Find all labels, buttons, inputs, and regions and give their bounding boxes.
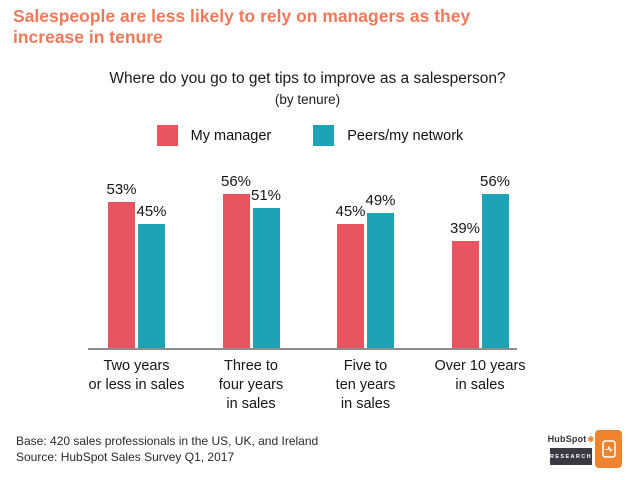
plot-area: 53% 45% 56% 51% 45% 49% 39% 56% xyxy=(88,172,517,348)
x-axis-labels: Two years or less in sales Three to four ye… xyxy=(88,357,526,419)
hubspot-research-logo: HubSpot ✱ RESEARCH xyxy=(547,430,622,468)
bar xyxy=(108,202,135,348)
source-note: Source: HubSpot Sales Survey Q1, 2017 xyxy=(16,450,235,464)
bar-value-label: 49% xyxy=(365,192,396,209)
chart-title: Where do you go to get tips to improve a… xyxy=(109,70,506,87)
research-label: RESEARCH xyxy=(550,448,592,465)
bar xyxy=(367,213,394,348)
bar xyxy=(451,241,479,348)
bar-value-label: 51% xyxy=(250,187,282,204)
bar xyxy=(481,194,509,348)
x-axis-label: Over 10 years in sales xyxy=(434,358,526,393)
bar xyxy=(222,194,250,348)
report-icon xyxy=(595,430,622,468)
x-axis-line xyxy=(88,348,517,350)
bar xyxy=(337,224,364,348)
x-axis-label: Five to ten years in sales xyxy=(335,358,396,412)
bar xyxy=(138,224,165,348)
bar-value-label: 45% xyxy=(136,203,167,220)
bar-value-label: 53% xyxy=(106,181,137,198)
x-axis-label: Three to four years in sales xyxy=(218,358,284,412)
legend-item: Peers/my network xyxy=(313,125,463,146)
bar-value-label: 45% xyxy=(335,203,366,220)
legend: My manager Peers/my network xyxy=(0,125,620,146)
hubspot-wordmark: HubSpot ✱ xyxy=(547,434,595,444)
bar-value-label: 39% xyxy=(449,220,481,237)
legend-swatch xyxy=(156,125,178,146)
legend-item: My manager xyxy=(156,125,272,146)
legend-swatch xyxy=(313,125,335,146)
base-note: Base: 420 sales professionals in the US,… xyxy=(16,434,319,448)
bar xyxy=(252,208,280,348)
bar-value-label: 56% xyxy=(220,173,252,190)
page-title: Salespeople are less likely to rely on m… xyxy=(13,6,471,48)
footer-notes: Base: 420 sales professionals in the US,… xyxy=(16,433,318,465)
legend-label: Peers/my network xyxy=(347,127,464,144)
x-axis-label: Two years or less in sales xyxy=(88,358,185,393)
bar-value-label: 56% xyxy=(479,173,511,190)
legend-label: My manager xyxy=(190,127,272,144)
chart-subtitle: (by tenure) xyxy=(274,92,341,107)
sprocket-icon: ✱ xyxy=(587,434,595,444)
